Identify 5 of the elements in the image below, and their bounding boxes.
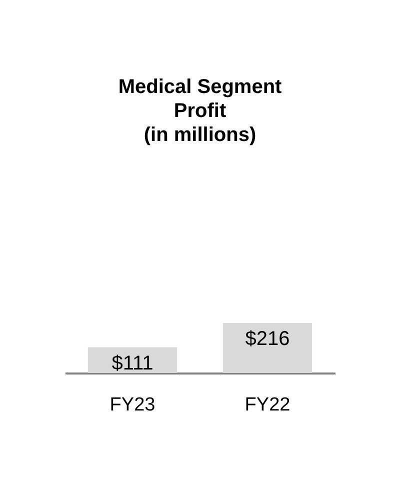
chart-title: Medical Segment Profit (in millions)	[118, 76, 282, 146]
x-tick-label: FY22	[244, 394, 290, 416]
data-label: $111	[112, 352, 154, 374]
data-label: $216	[245, 328, 290, 350]
x-tick-label: FY23	[110, 394, 156, 416]
